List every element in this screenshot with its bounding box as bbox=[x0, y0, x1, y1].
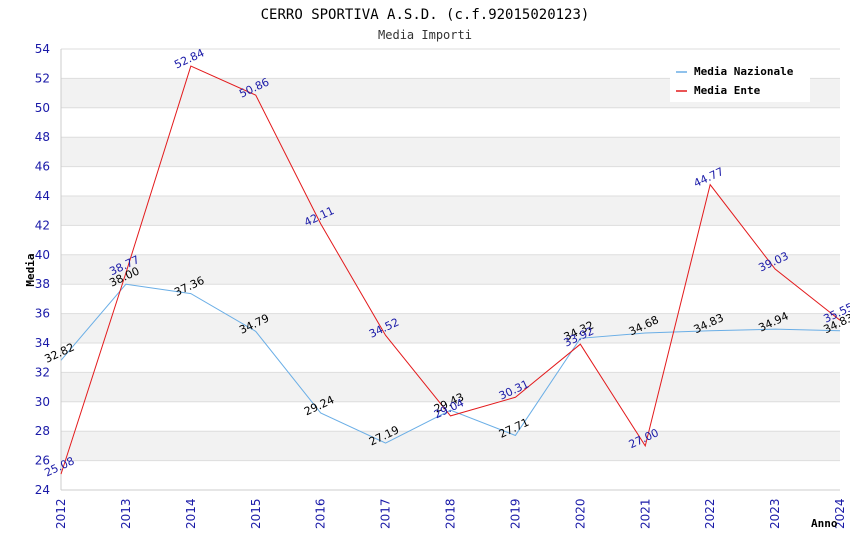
legend-box bbox=[670, 62, 810, 102]
y-tick-label: 50 bbox=[35, 101, 50, 115]
y-tick-label: 30 bbox=[35, 395, 50, 409]
x-tick-label: 2016 bbox=[314, 498, 328, 529]
y-tick-label: 46 bbox=[35, 160, 50, 174]
x-tick-label: 2023 bbox=[768, 498, 782, 529]
grid-band bbox=[61, 313, 840, 343]
x-tick-label: 2014 bbox=[184, 498, 198, 529]
legend-label-media-ente: Media Ente bbox=[694, 84, 761, 97]
y-tick-label: 40 bbox=[35, 248, 50, 262]
x-tick-label: 2015 bbox=[249, 498, 263, 529]
grid-band bbox=[61, 196, 840, 226]
grid-band bbox=[61, 137, 840, 167]
grid-band bbox=[61, 372, 840, 402]
y-tick-label: 44 bbox=[35, 189, 50, 203]
series-lines bbox=[60, 65, 841, 475]
y-tick-label: 48 bbox=[35, 130, 50, 144]
x-tick-label: 2017 bbox=[379, 498, 393, 529]
x-tick-label: 2024 bbox=[833, 498, 847, 529]
x-tick-label: 2018 bbox=[444, 498, 458, 529]
x-tick-labels: 2012 2013 2014 2015 2016 2017 2018 2019 2020 2021… bbox=[54, 498, 847, 529]
data-label: 52.84 bbox=[172, 46, 206, 71]
y-tick-label: 42 bbox=[35, 218, 50, 232]
series-line-media-nazionale bbox=[60, 283, 841, 444]
x-tick-label: 2021 bbox=[638, 498, 652, 529]
y-tick-label: 54 bbox=[35, 42, 50, 56]
x-axis-title: Anno bbox=[811, 517, 838, 530]
series-line-media-ente bbox=[60, 65, 841, 475]
x-tick-label: 2012 bbox=[54, 498, 68, 529]
y-tick-label: 28 bbox=[35, 424, 50, 438]
chart-subtitle: Media Importi bbox=[378, 28, 472, 42]
y-tick-label: 26 bbox=[35, 454, 50, 468]
x-tick-label: 2019 bbox=[508, 498, 522, 529]
chart-title: CERRO SPORTIVA A.S.D. (c.f.92015020123) bbox=[261, 7, 590, 23]
y-tick-label: 24 bbox=[35, 483, 50, 497]
x-tick-label: 2013 bbox=[119, 498, 133, 529]
y-tick-label: 38 bbox=[35, 277, 50, 291]
y-tick-label: 36 bbox=[35, 307, 50, 321]
y-tick-labels: 24 26 28 30 32 34 36 38 40 42 44 46 48 50 52 54 bbox=[35, 42, 50, 497]
plot-bands bbox=[61, 78, 840, 461]
x-tick-label: 2022 bbox=[703, 498, 717, 529]
y-axis-title: Media bbox=[24, 253, 37, 286]
legend: Media Nazionale Media Ente bbox=[670, 62, 810, 102]
data-label: 44.77 bbox=[692, 165, 726, 190]
legend-label-media-nazionale: Media Nazionale bbox=[694, 65, 794, 78]
grid-band bbox=[61, 431, 840, 461]
x-tick-label: 2020 bbox=[573, 498, 587, 529]
y-tick-label: 34 bbox=[35, 336, 50, 350]
grid-band bbox=[61, 254, 840, 285]
y-tick-label: 52 bbox=[35, 71, 50, 85]
y-tick-label: 32 bbox=[35, 365, 50, 379]
